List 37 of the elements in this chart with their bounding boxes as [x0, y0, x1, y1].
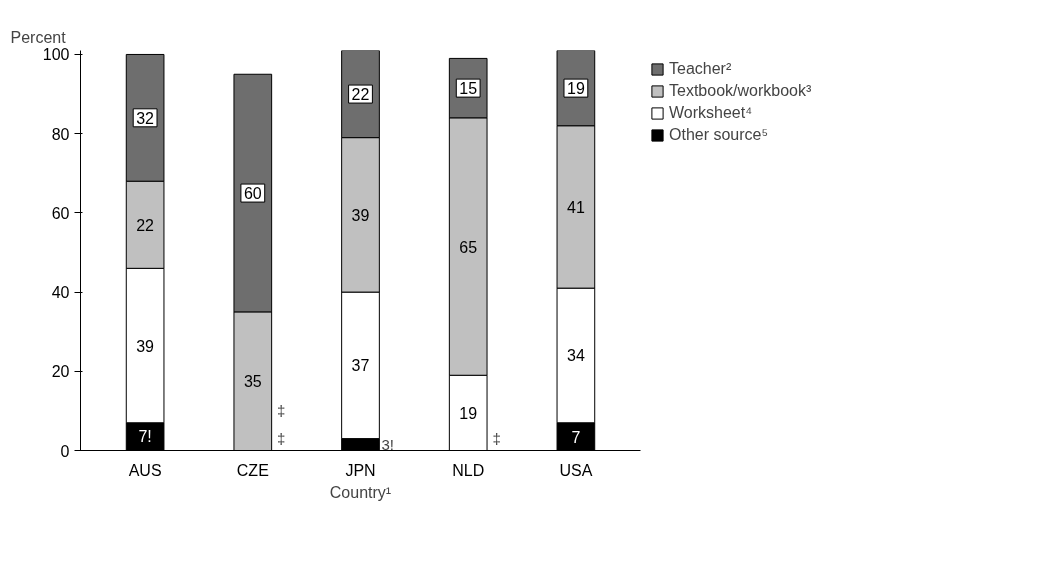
- y-tick-label: 0: [60, 442, 70, 460]
- y-tick-label: 100: [42, 46, 70, 64]
- data-label: 41: [566, 198, 585, 216]
- legend-label: Teacher²: [669, 60, 732, 78]
- data-label: 22: [351, 86, 370, 104]
- data-label: 34: [566, 347, 585, 365]
- text: ‡: [492, 430, 501, 448]
- x-tick-label: USA: [559, 461, 593, 479]
- text: ‡: [277, 402, 286, 420]
- data-label: 19: [459, 404, 478, 422]
- data-label: 60: [243, 185, 262, 203]
- x-tick-label: CZE: [236, 461, 269, 479]
- y-axis-title: Percent: [10, 28, 67, 46]
- data-label: 22: [136, 216, 155, 234]
- data-label: 35: [243, 373, 262, 391]
- y-tick-label: 60: [51, 204, 70, 222]
- data-label: 39: [351, 206, 370, 224]
- y-tick-label: 80: [51, 125, 70, 143]
- data-label: 37: [351, 357, 370, 375]
- data-label: 7: [571, 428, 581, 446]
- legend-label: Textbook/workbook³: [669, 82, 812, 100]
- data-label: 3!: [381, 436, 395, 454]
- x-tick-label: JPN: [345, 461, 376, 479]
- data-label: 32: [136, 109, 155, 127]
- y-tick-label: 40: [51, 284, 70, 302]
- legend-label: Worksheet⁴: [669, 104, 753, 122]
- data-label: 19: [566, 80, 585, 98]
- x-axis-title: Country¹: [329, 483, 392, 501]
- data-label: 7!: [138, 428, 152, 446]
- data-label: 15: [459, 80, 478, 98]
- x-tick-label: AUS: [128, 461, 162, 479]
- text: ‡: [277, 430, 286, 448]
- data-label: 65: [459, 238, 478, 256]
- x-tick-label: NLD: [452, 461, 485, 479]
- legend-label: Other source⁵: [669, 126, 769, 144]
- data-label: 39: [136, 337, 155, 355]
- y-tick-label: 20: [51, 363, 70, 381]
